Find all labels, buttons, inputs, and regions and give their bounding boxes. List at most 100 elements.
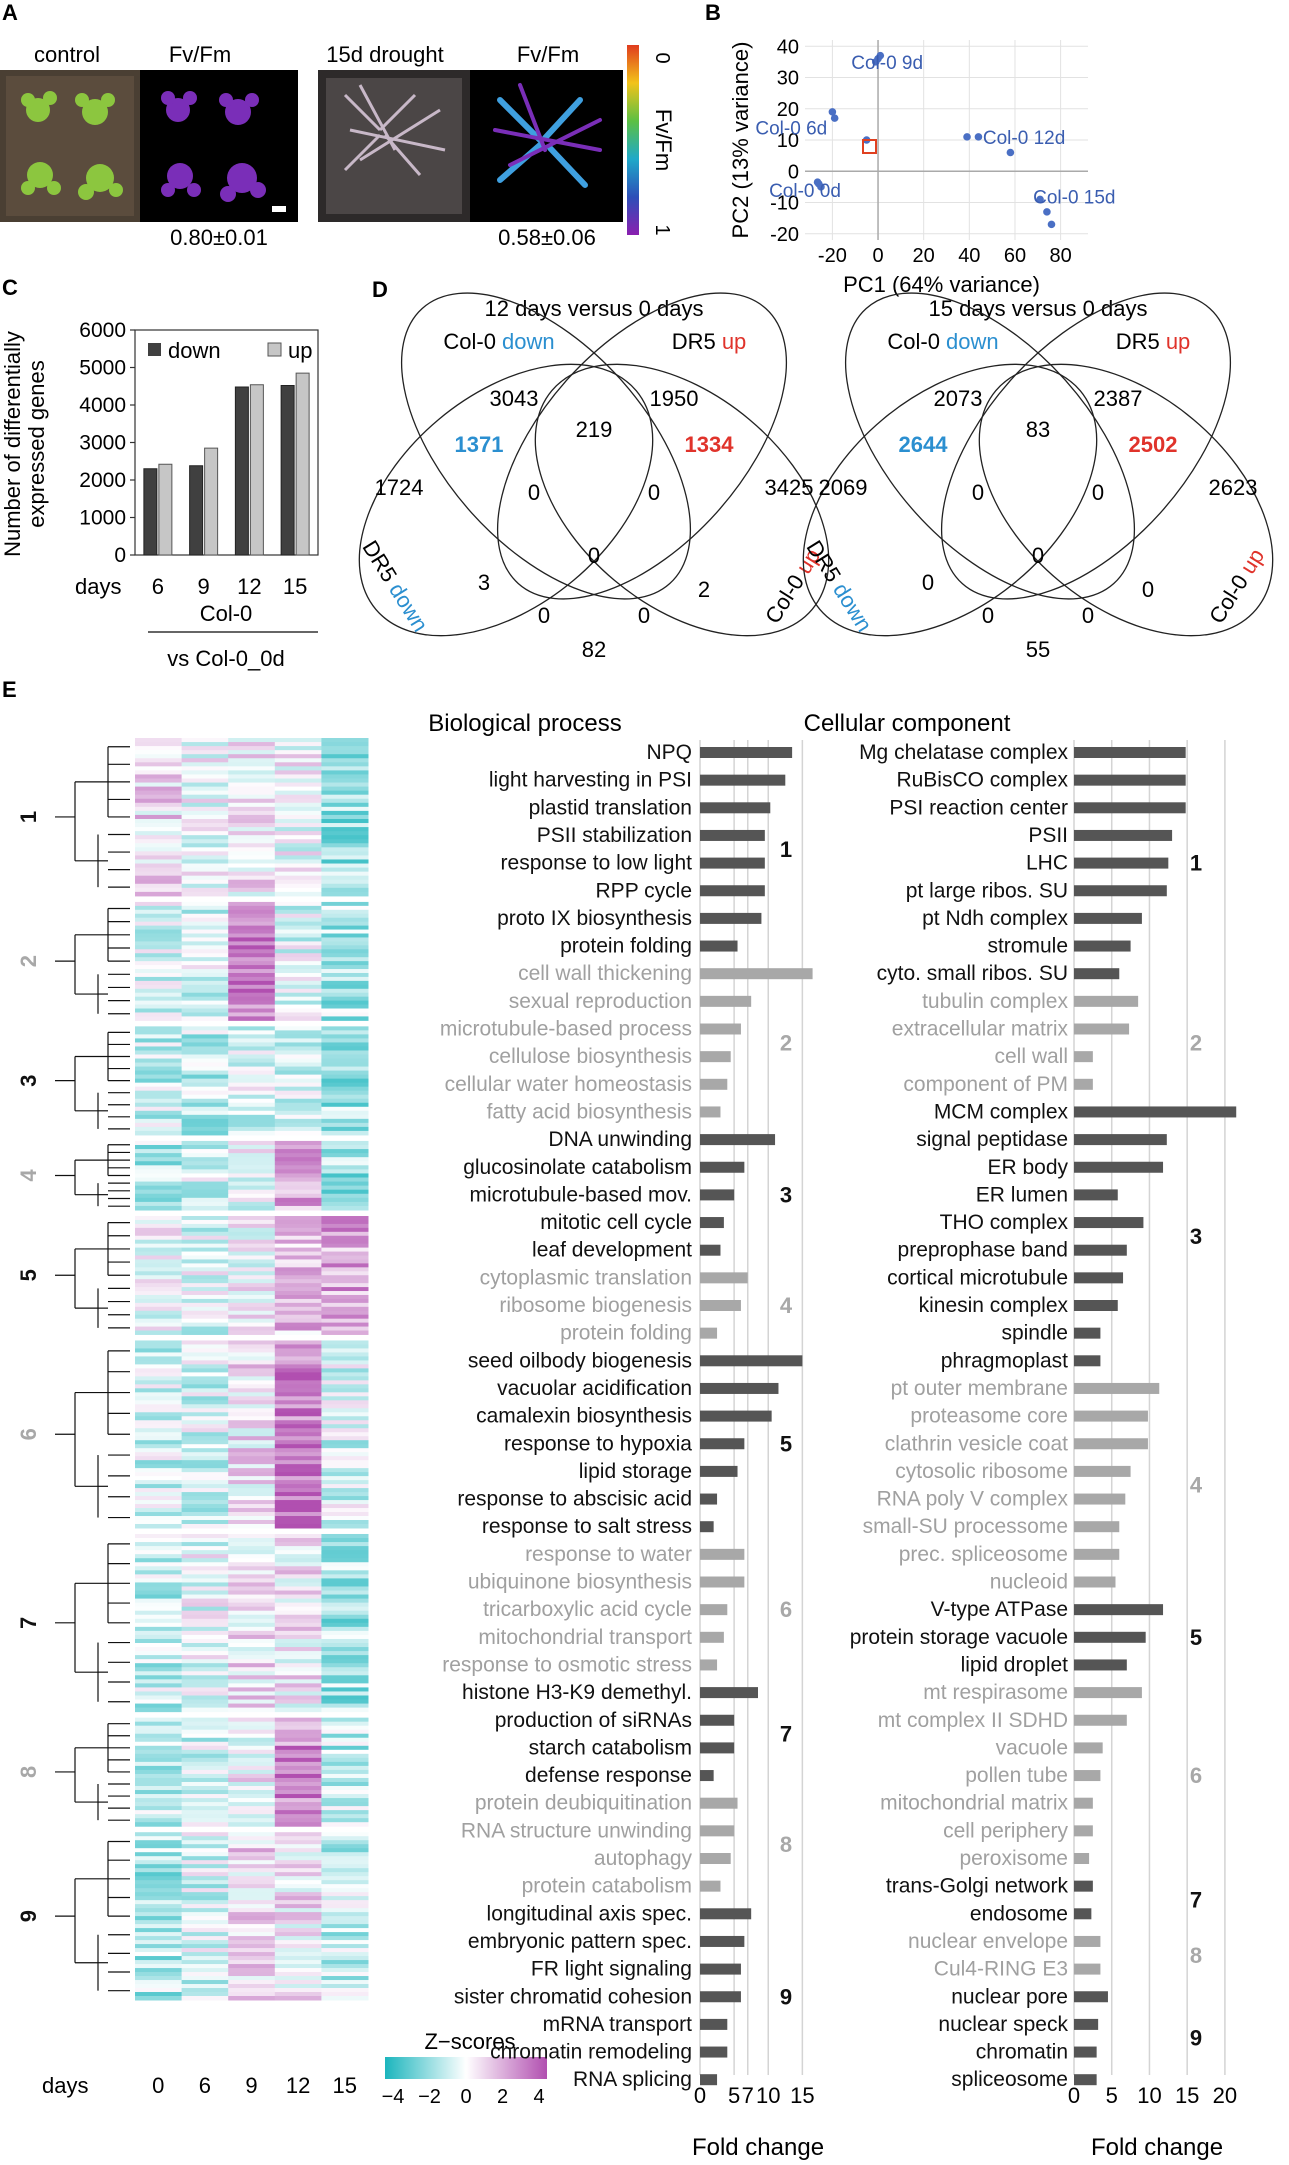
heatmap-cell <box>321 1520 369 1525</box>
heatmap-cell <box>135 1153 183 1158</box>
heatmap-cell <box>181 754 229 759</box>
heatmap-cell <box>274 847 322 852</box>
heatmap-cell <box>135 1802 183 1807</box>
heatmap-cell <box>181 867 229 873</box>
heatmap-cell <box>135 1508 183 1513</box>
heatmap-cell <box>181 1255 229 1260</box>
heatmap-cell <box>228 1798 276 1803</box>
venn15-label-col0-text: Col-0 <box>887 329 946 354</box>
bp-bar <box>700 1272 748 1284</box>
heatmap-cell <box>135 1314 183 1320</box>
heatmap-cell <box>321 1448 369 1453</box>
heatmap-cell <box>274 976 322 982</box>
bp-bar <box>700 1604 728 1616</box>
heatmap-cell <box>274 1420 322 1425</box>
heatmap-cell <box>228 1643 276 1648</box>
heatmap-cell <box>181 1432 229 1437</box>
bp-term-label: protein folding <box>560 935 692 958</box>
heatmap-cell <box>321 1836 369 1841</box>
heatmap-cell <box>274 1638 322 1644</box>
heatmap-cell <box>181 827 229 832</box>
heatmap-cell <box>321 1408 369 1413</box>
heatmap-cell <box>228 1920 276 1925</box>
bp-bar <box>700 829 765 841</box>
heatmap-cell <box>181 782 229 788</box>
heatmap-cell <box>135 1279 183 1284</box>
bp-bar <box>700 1465 738 1477</box>
heatmap-cell <box>135 1484 183 1489</box>
heatmap-cell <box>274 1749 322 1755</box>
heatmap-cell <box>228 1216 276 1221</box>
heatmap-cell <box>274 827 322 832</box>
heatmap-cell <box>321 1094 369 1100</box>
heatmap-cell <box>181 1781 229 1787</box>
cc-term-label: component of PM <box>903 1073 1068 1096</box>
heatmap-cell <box>228 1310 276 1316</box>
heatmap-cell <box>135 883 183 889</box>
heatmap-cell <box>321 992 369 998</box>
heatmap-cell <box>321 1368 369 1373</box>
heatmap-cell <box>321 1420 369 1425</box>
heatmap-cell <box>228 1000 276 1006</box>
drought-fvfm-value: 0.58±0.06 <box>498 225 596 250</box>
venn12-ellipse <box>400 292 692 600</box>
heatmap-cell <box>181 1364 229 1369</box>
heatmap-cell <box>181 1904 229 1909</box>
cc-bar <box>1074 1465 1131 1477</box>
heatmap-cell <box>321 1404 369 1409</box>
heatmap-cell <box>321 1318 369 1324</box>
heatmap-cell <box>274 1106 322 1112</box>
heatmap-cell <box>321 1030 369 1035</box>
cc-term-label: cell periphery <box>943 1819 1068 1842</box>
heatmap-cell <box>321 786 369 792</box>
heatmap-cell <box>228 1703 276 1709</box>
heatmap-cell <box>135 969 183 974</box>
heatmap-cell <box>228 1810 276 1815</box>
heatmap-colorbar-tick: −4 <box>382 2086 405 2108</box>
heatmap-cell <box>135 1777 183 1783</box>
heatmap-cell <box>181 1614 229 1620</box>
heatmap-cell <box>228 1396 276 1401</box>
heatmap-cell <box>228 1030 276 1035</box>
heatmap-cell <box>274 1340 322 1345</box>
heatmap-cell <box>181 1177 229 1183</box>
heatmap-cell <box>228 879 276 885</box>
heatmap-cell <box>228 1086 276 1092</box>
heatmap-cell <box>135 1643 183 1648</box>
bp-term-label: glucosinolate catabolism <box>463 1156 692 1179</box>
heatmap-cell <box>274 1488 322 1493</box>
bp-term-label: NPQ <box>646 741 692 764</box>
heatmap-cell <box>135 1622 183 1628</box>
heatmap-cell <box>181 839 229 844</box>
heatmap-cell <box>228 1259 276 1264</box>
bp-term-label: defense response <box>525 1764 692 1787</box>
heatmap-cell <box>181 1330 229 1335</box>
heatmap-cell <box>181 1655 229 1660</box>
heatmap-cell <box>181 1144 229 1150</box>
heatmap-cell <box>321 794 369 800</box>
heatmap-cell <box>321 1802 369 1807</box>
heatmap-cell <box>181 1012 229 1017</box>
bp-x-tick-label: 7 <box>742 2083 754 2108</box>
heatmap-cell <box>228 1008 276 1013</box>
heatmap-cell <box>181 1356 229 1361</box>
heatmap-cell <box>274 1468 322 1473</box>
heatmap-cell <box>181 1484 229 1489</box>
fvfm-label-control: Fv/Fm <box>169 42 231 67</box>
pca-point <box>876 51 885 60</box>
heatmap-cell <box>181 1440 229 1445</box>
cc-term-label: endosome <box>970 1902 1068 1925</box>
heatmap-cell <box>274 843 322 848</box>
heatmap-cell <box>274 802 322 808</box>
heatmap-cell <box>228 1016 276 1021</box>
heatmap-cell <box>135 1888 183 1893</box>
heatmap-cell <box>181 1651 229 1656</box>
deg-bar-down <box>189 465 204 556</box>
heatmap-cell <box>321 1725 369 1731</box>
heatmap-cell <box>228 1322 276 1328</box>
heatmap-cell <box>135 1856 183 1861</box>
heatmap-cell <box>228 1372 276 1377</box>
heatmap-cell <box>135 794 183 800</box>
heatmap-cell <box>135 1283 183 1288</box>
